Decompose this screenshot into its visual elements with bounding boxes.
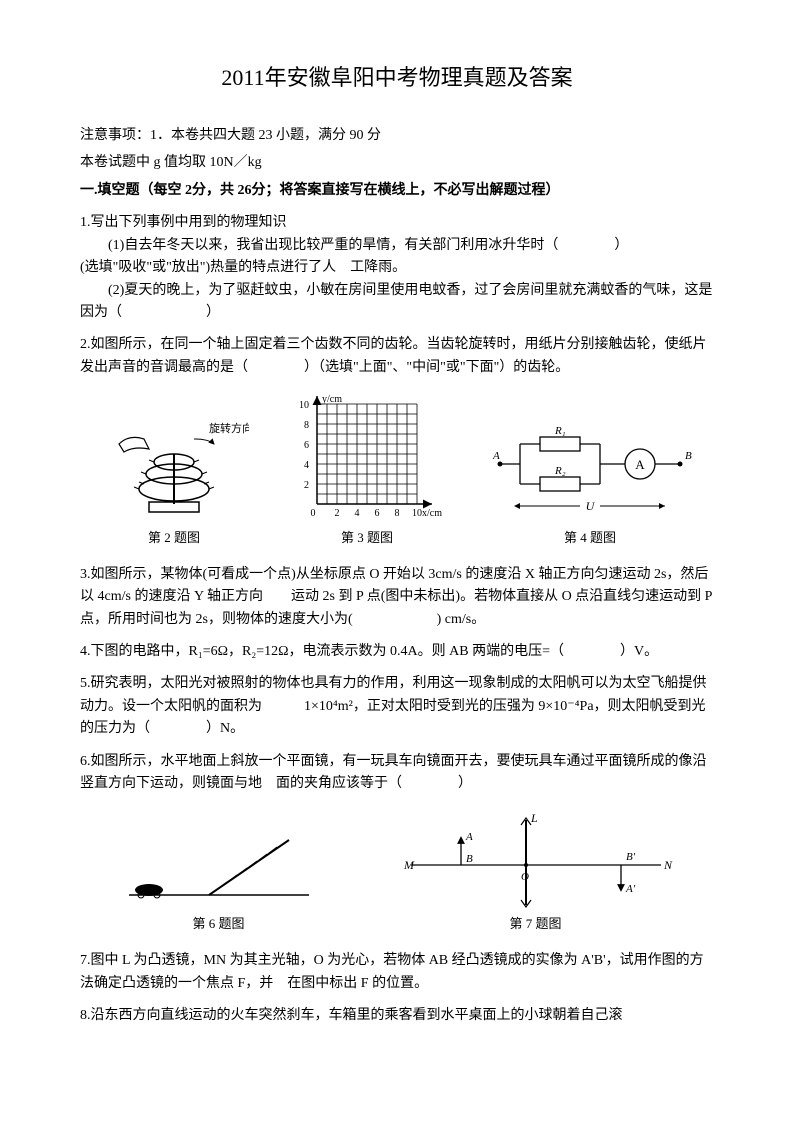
figure-4-block: A R₁ R₂ A B U: [485, 424, 695, 549]
svg-text:6: 6: [375, 508, 380, 519]
figure-6-caption: 第 6 题图: [119, 914, 319, 935]
figure-3-block: y/cm x/cm 0 2 4 6 8 10 2 4 6 8 10 第 3 题图: [287, 394, 447, 549]
svg-text:O: O: [521, 871, 529, 883]
svg-text:4: 4: [304, 460, 309, 471]
svg-text:A: A: [635, 457, 645, 472]
svg-text:8: 8: [395, 508, 400, 519]
figure-6-block: 第 6 题图: [119, 820, 319, 935]
figure-7-caption: 第 7 题图: [396, 914, 676, 935]
svg-text:R₂: R₂: [554, 465, 566, 477]
question-6: 6.如图所示，水平地面上斜放一个平面镜，有一玩具车向镜面开去，要使玩具车通过平面…: [80, 751, 714, 796]
svg-text:U: U: [586, 499, 596, 513]
figure-row-1: 旋转方向 第 2 题图 y/cm x/cm: [80, 394, 714, 549]
figure-3-caption: 第 3 题图: [287, 528, 447, 549]
q1-header: 1.写出下列事例中用到的物理知识: [80, 212, 714, 234]
figure-row-2: 第 6 题图 M N L O A B B' A' 第 7 题图: [80, 810, 714, 935]
notice-line-2: 本卷试题中 g 值均取 10N／kg: [80, 152, 714, 174]
svg-text:N: N: [663, 858, 673, 872]
svg-text:10: 10: [412, 508, 422, 519]
svg-text:M: M: [403, 858, 415, 872]
question-8: 8.沿东西方向直线运动的火车突然刹车，车箱里的乘客看到水平桌面上的小球朝着自己滚: [80, 1005, 714, 1027]
page-title: 2011年安徽阜阳中考物理真题及答案: [80, 60, 714, 95]
q1-sub1b: (选填"吸收"或"放出")热量的特点进行了人 工降雨。: [80, 257, 714, 279]
svg-text:A': A': [625, 883, 636, 895]
figure-2-block: 旋转方向 第 2 题图: [99, 414, 249, 549]
notice-line-1: 注意事项：1．本卷共四大题 23 小题，满分 90 分: [80, 125, 714, 147]
svg-text:B': B': [626, 851, 636, 863]
q1-sub1: (1)自去年冬天以来，我省出现比较严重的旱情，有关部门利用冰升华时（ ）: [80, 235, 714, 257]
svg-text:2: 2: [335, 508, 340, 519]
section-1-header: 一.填空题（每空 2分，共 26分；将答案直接写在横线上，不必写出解题过程）: [80, 180, 714, 202]
svg-text:A: A: [465, 831, 473, 843]
question-4: 4.下图的电路中，R₁=6Ω，R₂=12Ω，电流表示数为 0.4A。则 AB 两…: [80, 641, 714, 663]
svg-text:8: 8: [304, 420, 309, 431]
rotation-label: 旋转方向: [209, 421, 249, 435]
svg-text:y/cm: y/cm: [322, 394, 342, 405]
figure-6-svg: [119, 820, 319, 910]
figure-3-svg: y/cm x/cm 0 2 4 6 8 10 2 4 6 8 10: [287, 394, 447, 524]
svg-text:6: 6: [304, 440, 309, 451]
question-7: 7.图中 L 为凸透镜，MN 为其主光轴，O 为光心，若物体 AB 经凸透镜成的…: [80, 950, 714, 995]
svg-text:x/cm: x/cm: [422, 508, 442, 519]
svg-text:B: B: [685, 450, 692, 462]
figure-4-svg: A R₁ R₂ A B U: [485, 424, 695, 524]
figure-7-svg: M N L O A B B' A': [396, 810, 676, 910]
svg-text:0: 0: [311, 508, 316, 519]
svg-text:10: 10: [299, 400, 309, 411]
svg-text:A: A: [492, 450, 500, 462]
question-2: 2.如图所示，在同一个轴上固定着三个齿数不同的齿轮。当齿轮旋转时，用纸片分别接触…: [80, 334, 714, 379]
svg-text:2: 2: [304, 480, 309, 491]
svg-text:B: B: [466, 853, 473, 865]
figure-2-svg: 旋转方向: [99, 414, 249, 524]
figure-4-caption: 第 4 题图: [485, 528, 695, 549]
figure-7-block: M N L O A B B' A' 第 7 题图: [396, 810, 676, 935]
question-3: 3.如图所示，某物体(可看成一个点)从坐标原点 O 开始以 3cm/s 的速度沿…: [80, 564, 714, 631]
svg-text:R₁: R₁: [554, 425, 566, 437]
svg-text:L: L: [530, 811, 538, 825]
q1-sub2: (2)夏天的晚上，为了驱赶蚊虫，小敏在房间里使用电蚊香，过了会房间里就充满蚊香的…: [80, 280, 714, 325]
question-1: 1.写出下列事例中用到的物理知识 (1)自去年冬天以来，我省出现比较严重的旱情，…: [80, 212, 714, 324]
question-5: 5.研究表明，太阳光对被照射的物体也具有力的作用，利用这一现象制成的太阳帆可以为…: [80, 673, 714, 740]
figure-2-caption: 第 2 题图: [99, 528, 249, 549]
svg-text:4: 4: [355, 508, 360, 519]
